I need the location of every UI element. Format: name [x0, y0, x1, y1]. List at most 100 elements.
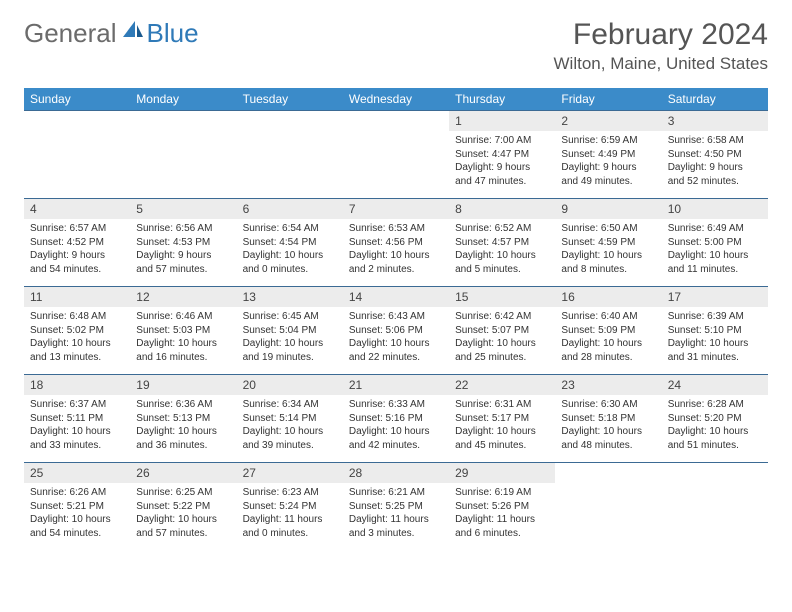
day-cell: 4Sunrise: 6:57 AMSunset: 4:52 PMDaylight…: [24, 199, 130, 287]
day-cell: 6Sunrise: 6:54 AMSunset: 4:54 PMDaylight…: [237, 199, 343, 287]
month-title: February 2024: [554, 18, 768, 52]
day-content: Sunrise: 6:30 AMSunset: 5:18 PMDaylight:…: [555, 395, 661, 458]
day-cell: 11Sunrise: 6:48 AMSunset: 5:02 PMDayligh…: [24, 287, 130, 375]
day-cell: 22Sunrise: 6:31 AMSunset: 5:17 PMDayligh…: [449, 375, 555, 463]
day-content: Sunrise: 6:19 AMSunset: 5:26 PMDaylight:…: [449, 483, 555, 546]
day-number: 10: [662, 199, 768, 219]
day-content: Sunrise: 6:57 AMSunset: 4:52 PMDaylight:…: [24, 219, 130, 282]
day-number: 8: [449, 199, 555, 219]
day-number: 3: [662, 111, 768, 131]
logo-text-general: General: [24, 18, 117, 49]
day-number: 4: [24, 199, 130, 219]
day-number: 12: [130, 287, 236, 307]
day-number: 29: [449, 463, 555, 483]
day-cell: 19Sunrise: 6:36 AMSunset: 5:13 PMDayligh…: [130, 375, 236, 463]
col-header: Tuesday: [237, 88, 343, 111]
logo-text-blue: Blue: [147, 18, 199, 49]
day-cell: 24Sunrise: 6:28 AMSunset: 5:20 PMDayligh…: [662, 375, 768, 463]
day-number: 26: [130, 463, 236, 483]
day-content: Sunrise: 6:42 AMSunset: 5:07 PMDaylight:…: [449, 307, 555, 370]
table-row: 11Sunrise: 6:48 AMSunset: 5:02 PMDayligh…: [24, 287, 768, 375]
day-cell: [343, 111, 449, 199]
day-number: 2: [555, 111, 661, 131]
day-cell: 8Sunrise: 6:52 AMSunset: 4:57 PMDaylight…: [449, 199, 555, 287]
day-cell: 29Sunrise: 6:19 AMSunset: 5:26 PMDayligh…: [449, 463, 555, 551]
day-number: 27: [237, 463, 343, 483]
day-content: Sunrise: 6:34 AMSunset: 5:14 PMDaylight:…: [237, 395, 343, 458]
day-content: Sunrise: 6:36 AMSunset: 5:13 PMDaylight:…: [130, 395, 236, 458]
day-content: Sunrise: 6:40 AMSunset: 5:09 PMDaylight:…: [555, 307, 661, 370]
table-row: 1Sunrise: 7:00 AMSunset: 4:47 PMDaylight…: [24, 111, 768, 199]
logo-sail-icon: [119, 19, 145, 48]
day-content: Sunrise: 6:59 AMSunset: 4:49 PMDaylight:…: [555, 131, 661, 194]
table-row: 25Sunrise: 6:26 AMSunset: 5:21 PMDayligh…: [24, 463, 768, 551]
logo: General Blue: [24, 18, 199, 49]
title-block: February 2024 Wilton, Maine, United Stat…: [554, 18, 768, 74]
day-content: Sunrise: 6:23 AMSunset: 5:24 PMDaylight:…: [237, 483, 343, 546]
day-number: 7: [343, 199, 449, 219]
day-cell: 2Sunrise: 6:59 AMSunset: 4:49 PMDaylight…: [555, 111, 661, 199]
day-number: 22: [449, 375, 555, 395]
day-number: 13: [237, 287, 343, 307]
day-cell: 23Sunrise: 6:30 AMSunset: 5:18 PMDayligh…: [555, 375, 661, 463]
day-content: Sunrise: 6:54 AMSunset: 4:54 PMDaylight:…: [237, 219, 343, 282]
day-number: 11: [24, 287, 130, 307]
day-number: 18: [24, 375, 130, 395]
day-number: 21: [343, 375, 449, 395]
day-cell: [237, 111, 343, 199]
col-header: Thursday: [449, 88, 555, 111]
day-content: Sunrise: 6:39 AMSunset: 5:10 PMDaylight:…: [662, 307, 768, 370]
day-number: 19: [130, 375, 236, 395]
day-number: 17: [662, 287, 768, 307]
day-number: 14: [343, 287, 449, 307]
day-content: Sunrise: 6:45 AMSunset: 5:04 PMDaylight:…: [237, 307, 343, 370]
calendar-head: SundayMondayTuesdayWednesdayThursdayFrid…: [24, 88, 768, 111]
day-number: 15: [449, 287, 555, 307]
location: Wilton, Maine, United States: [554, 54, 768, 74]
col-header: Friday: [555, 88, 661, 111]
day-cell: 13Sunrise: 6:45 AMSunset: 5:04 PMDayligh…: [237, 287, 343, 375]
day-number: 20: [237, 375, 343, 395]
day-content: Sunrise: 6:53 AMSunset: 4:56 PMDaylight:…: [343, 219, 449, 282]
day-number: 5: [130, 199, 236, 219]
day-cell: 7Sunrise: 6:53 AMSunset: 4:56 PMDaylight…: [343, 199, 449, 287]
col-header: Wednesday: [343, 88, 449, 111]
calendar-table: SundayMondayTuesdayWednesdayThursdayFrid…: [24, 88, 768, 551]
day-content: Sunrise: 6:48 AMSunset: 5:02 PMDaylight:…: [24, 307, 130, 370]
day-cell: 17Sunrise: 6:39 AMSunset: 5:10 PMDayligh…: [662, 287, 768, 375]
day-cell: 10Sunrise: 6:49 AMSunset: 5:00 PMDayligh…: [662, 199, 768, 287]
day-content: Sunrise: 6:37 AMSunset: 5:11 PMDaylight:…: [24, 395, 130, 458]
day-number: 25: [24, 463, 130, 483]
col-header: Monday: [130, 88, 236, 111]
col-header: Saturday: [662, 88, 768, 111]
table-row: 18Sunrise: 6:37 AMSunset: 5:11 PMDayligh…: [24, 375, 768, 463]
day-cell: 20Sunrise: 6:34 AMSunset: 5:14 PMDayligh…: [237, 375, 343, 463]
day-cell: 1Sunrise: 7:00 AMSunset: 4:47 PMDaylight…: [449, 111, 555, 199]
day-cell: 18Sunrise: 6:37 AMSunset: 5:11 PMDayligh…: [24, 375, 130, 463]
day-content: Sunrise: 6:58 AMSunset: 4:50 PMDaylight:…: [662, 131, 768, 194]
day-content: Sunrise: 6:21 AMSunset: 5:25 PMDaylight:…: [343, 483, 449, 546]
day-content: Sunrise: 6:56 AMSunset: 4:53 PMDaylight:…: [130, 219, 236, 282]
day-cell: 28Sunrise: 6:21 AMSunset: 5:25 PMDayligh…: [343, 463, 449, 551]
day-content: Sunrise: 6:52 AMSunset: 4:57 PMDaylight:…: [449, 219, 555, 282]
calendar-body: 1Sunrise: 7:00 AMSunset: 4:47 PMDaylight…: [24, 111, 768, 551]
day-number: 1: [449, 111, 555, 131]
day-cell: 16Sunrise: 6:40 AMSunset: 5:09 PMDayligh…: [555, 287, 661, 375]
day-content: Sunrise: 7:00 AMSunset: 4:47 PMDaylight:…: [449, 131, 555, 194]
day-content: Sunrise: 6:25 AMSunset: 5:22 PMDaylight:…: [130, 483, 236, 546]
day-content: Sunrise: 6:46 AMSunset: 5:03 PMDaylight:…: [130, 307, 236, 370]
day-cell: 12Sunrise: 6:46 AMSunset: 5:03 PMDayligh…: [130, 287, 236, 375]
day-cell: [555, 463, 661, 551]
day-cell: 14Sunrise: 6:43 AMSunset: 5:06 PMDayligh…: [343, 287, 449, 375]
day-content: Sunrise: 6:43 AMSunset: 5:06 PMDaylight:…: [343, 307, 449, 370]
header: General Blue February 2024 Wilton, Maine…: [24, 18, 768, 74]
day-cell: 26Sunrise: 6:25 AMSunset: 5:22 PMDayligh…: [130, 463, 236, 551]
day-cell: 27Sunrise: 6:23 AMSunset: 5:24 PMDayligh…: [237, 463, 343, 551]
day-number: 6: [237, 199, 343, 219]
day-content: Sunrise: 6:33 AMSunset: 5:16 PMDaylight:…: [343, 395, 449, 458]
day-cell: [662, 463, 768, 551]
day-number: 16: [555, 287, 661, 307]
day-number: 23: [555, 375, 661, 395]
day-cell: 25Sunrise: 6:26 AMSunset: 5:21 PMDayligh…: [24, 463, 130, 551]
day-cell: 5Sunrise: 6:56 AMSunset: 4:53 PMDaylight…: [130, 199, 236, 287]
